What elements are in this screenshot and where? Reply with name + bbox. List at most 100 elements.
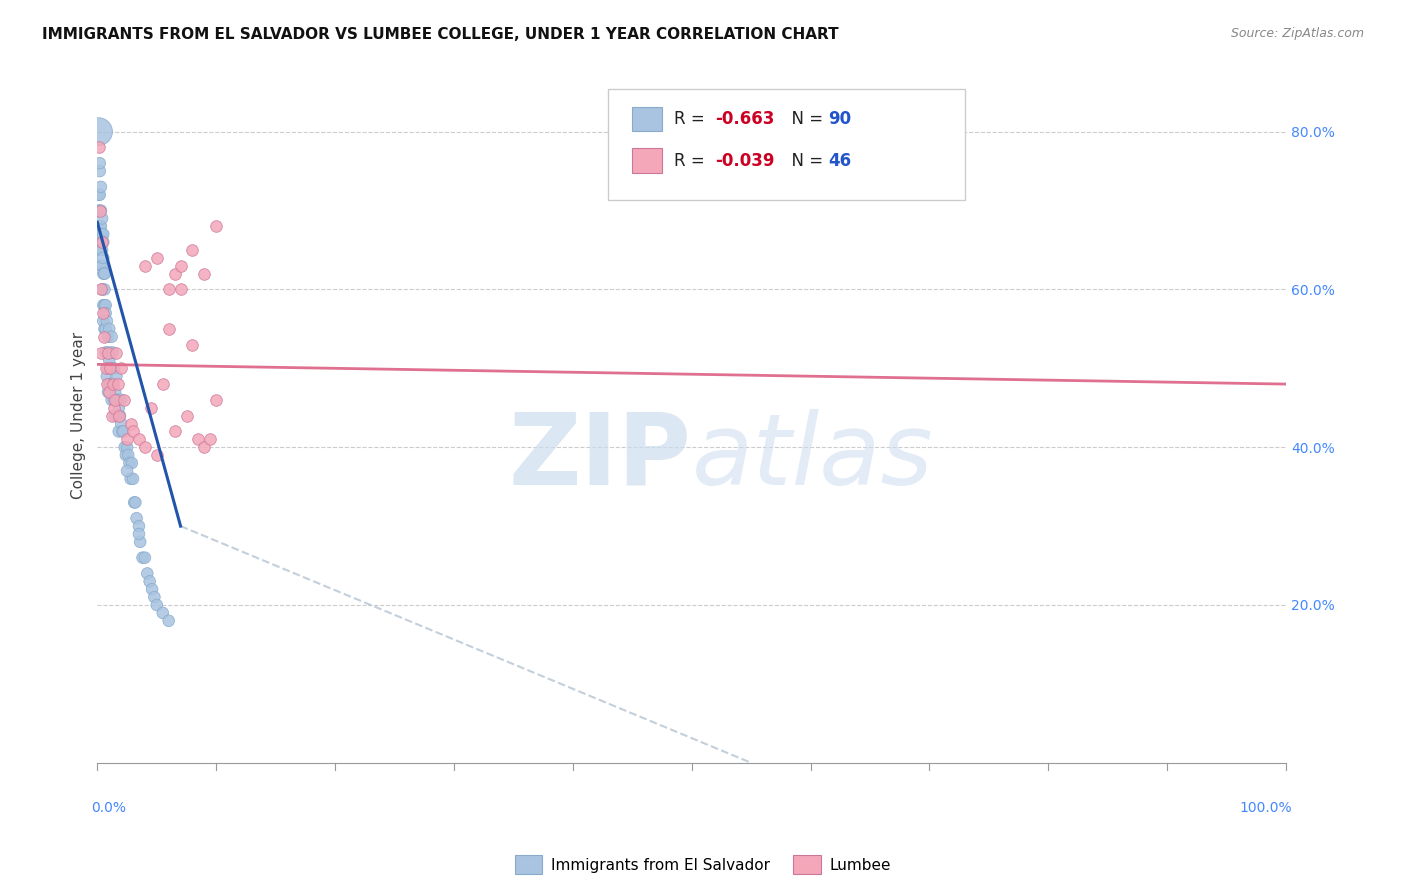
Point	[193, 267, 215, 281]
Point	[96, 369, 118, 384]
Point	[97, 345, 120, 359]
FancyBboxPatch shape	[633, 148, 662, 173]
Point	[91, 282, 114, 296]
Point	[107, 392, 129, 407]
Text: Source: ZipAtlas.com: Source: ZipAtlas.com	[1230, 27, 1364, 40]
Point	[118, 456, 141, 470]
Point	[94, 345, 117, 359]
Point	[115, 433, 138, 447]
Point	[100, 330, 122, 344]
Point	[134, 550, 156, 565]
Point	[91, 314, 114, 328]
Text: atlas: atlas	[692, 409, 934, 506]
Point	[107, 425, 129, 439]
Point	[94, 298, 117, 312]
Legend: Immigrants from El Salvador, Lumbee: Immigrants from El Salvador, Lumbee	[509, 849, 897, 880]
Text: ZIP: ZIP	[509, 409, 692, 506]
Point	[91, 211, 114, 226]
Point	[122, 472, 145, 486]
Point	[90, 259, 112, 273]
Point	[87, 125, 110, 139]
Point	[105, 345, 128, 359]
Point	[90, 179, 112, 194]
Point	[104, 392, 127, 407]
Point	[112, 425, 135, 439]
Point	[100, 409, 122, 423]
Text: 0.0%: 0.0%	[91, 801, 127, 815]
Point	[107, 401, 129, 415]
Point	[91, 243, 114, 257]
Point	[163, 267, 186, 281]
Point	[157, 614, 180, 628]
Point	[114, 440, 136, 454]
Point	[90, 227, 112, 242]
Point	[100, 361, 122, 376]
Point	[157, 282, 180, 296]
Point	[89, 187, 111, 202]
Point	[134, 259, 156, 273]
Point	[94, 322, 117, 336]
Point	[91, 227, 114, 242]
Point	[124, 495, 146, 509]
Point	[205, 392, 228, 407]
Point	[115, 448, 138, 462]
Point	[87, 227, 110, 242]
Point	[90, 282, 112, 296]
Point	[110, 392, 132, 407]
Point	[103, 392, 125, 407]
Point	[146, 598, 169, 612]
Point	[112, 392, 135, 407]
Point	[111, 425, 134, 439]
Point	[87, 187, 110, 202]
Point	[146, 251, 169, 265]
Point	[187, 433, 209, 447]
Point	[104, 384, 127, 399]
Point	[94, 361, 117, 376]
Point	[131, 550, 153, 565]
Point	[128, 433, 150, 447]
Point	[157, 322, 180, 336]
Point	[101, 377, 124, 392]
Point	[90, 243, 112, 257]
Point	[98, 384, 121, 399]
Text: N =: N =	[780, 152, 828, 169]
Point	[93, 267, 115, 281]
Point	[152, 606, 174, 620]
Point	[100, 377, 122, 392]
Point	[193, 440, 215, 454]
Point	[105, 392, 128, 407]
Point	[128, 519, 150, 533]
Point	[136, 566, 159, 581]
Point	[91, 235, 114, 249]
Point	[101, 377, 124, 392]
Point	[107, 377, 129, 392]
Point	[96, 345, 118, 359]
Point	[181, 243, 204, 257]
Text: 100.0%: 100.0%	[1239, 801, 1292, 815]
Point	[163, 425, 186, 439]
Point	[117, 448, 139, 462]
Point	[181, 337, 204, 351]
Text: -0.039: -0.039	[716, 152, 775, 169]
Point	[100, 392, 122, 407]
Point	[94, 306, 117, 320]
Point	[89, 164, 111, 178]
Point	[143, 590, 166, 604]
Point	[89, 243, 111, 257]
Point	[169, 259, 191, 273]
Point	[87, 203, 110, 218]
Point	[89, 156, 111, 170]
Point	[110, 361, 132, 376]
Point	[97, 361, 120, 376]
Point	[138, 574, 160, 589]
Point	[90, 203, 112, 218]
Point	[128, 527, 150, 541]
Point	[121, 456, 143, 470]
Point	[105, 369, 128, 384]
Point	[91, 259, 114, 273]
Point	[98, 353, 121, 368]
Point	[90, 345, 112, 359]
Point	[139, 401, 162, 415]
Point	[93, 282, 115, 296]
Point	[169, 282, 191, 296]
